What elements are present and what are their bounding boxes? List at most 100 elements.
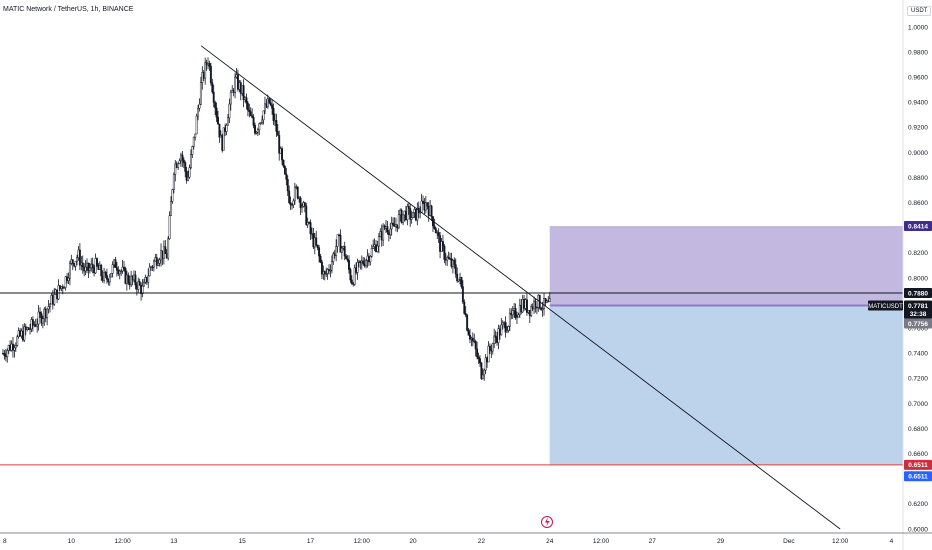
candle-body	[392, 222, 395, 225]
price-tag-target	[904, 221, 932, 232]
candle-body	[516, 316, 518, 319]
candle-body	[335, 246, 338, 256]
candle-body	[454, 264, 457, 275]
candle-body	[143, 281, 145, 287]
candle-body	[409, 208, 412, 220]
candle-body	[276, 131, 279, 136]
candle-body	[227, 117, 229, 126]
candle-body	[134, 274, 137, 286]
candle-body	[120, 270, 123, 273]
candle-body	[209, 65, 212, 84]
candle-body	[29, 328, 32, 330]
candle-body	[419, 212, 422, 214]
candle-body	[249, 111, 252, 117]
price-tick-label: 0.8800	[908, 175, 928, 182]
time-tick-label: 12:00	[832, 538, 849, 545]
candle-body	[78, 249, 81, 266]
candle-body	[76, 257, 78, 262]
candle-body	[13, 347, 16, 351]
candle-body	[336, 234, 339, 247]
candle-body	[296, 186, 299, 199]
candle-body	[530, 306, 533, 316]
candle-body	[525, 299, 528, 313]
candle-body	[422, 200, 424, 203]
price-tag-stop	[904, 459, 932, 470]
candle-body	[255, 132, 258, 134]
candle-body	[53, 294, 56, 305]
candle-body	[275, 120, 278, 132]
currency-button[interactable]: USDT	[907, 6, 932, 16]
candle-body	[191, 146, 194, 155]
candle-body	[251, 115, 254, 118]
symbol-title[interactable]: MATIC Network / TetherUS, 1h, BINANCE	[3, 6, 134, 13]
candle-body	[365, 260, 368, 267]
candle-body	[31, 319, 34, 326]
candle-body	[236, 74, 239, 90]
candle-body	[416, 207, 419, 221]
candle-body	[37, 311, 40, 325]
candle-body	[115, 267, 118, 271]
candle-body	[469, 334, 471, 340]
candle-body	[488, 345, 491, 351]
candle-body	[348, 260, 350, 270]
candle-body	[285, 173, 288, 180]
candle-body	[326, 269, 329, 274]
candle-body	[330, 261, 333, 271]
candle-body	[291, 204, 293, 206]
candle-body	[256, 129, 259, 133]
candle-body	[114, 259, 117, 268]
candle-body	[225, 125, 228, 132]
candle-body	[212, 91, 215, 103]
candle-body	[87, 262, 90, 271]
price-tag-label-grey: 0.7756	[908, 321, 928, 328]
candle-body	[479, 358, 481, 364]
candle-body	[148, 266, 151, 277]
candle-body	[487, 345, 490, 363]
candle-body	[121, 266, 124, 272]
candle-body	[362, 260, 365, 265]
candle-body	[289, 202, 292, 206]
lightning-icon-bolt	[545, 517, 550, 527]
candle-body	[288, 190, 291, 203]
candle-body	[49, 303, 51, 307]
price-tick-label: 0.8200	[908, 250, 928, 257]
candle-body	[157, 263, 160, 266]
candle-body	[36, 323, 39, 327]
candle-body	[141, 285, 144, 295]
time-tick-label: 22	[478, 538, 486, 545]
candle-body	[100, 264, 103, 277]
candle-body	[178, 160, 181, 164]
drawing-lines	[0, 45, 903, 530]
candle-body	[305, 205, 308, 226]
candle-body	[426, 202, 429, 207]
candle-body	[118, 270, 121, 275]
candle-body	[170, 201, 172, 216]
candle-body	[463, 301, 466, 314]
candle-body	[67, 277, 70, 281]
candle-body	[127, 274, 130, 283]
candle-body	[16, 336, 19, 346]
candle-body	[480, 362, 483, 379]
candle-body	[544, 298, 547, 303]
candle-body	[197, 108, 200, 117]
candle-body	[457, 278, 460, 282]
candle-body	[39, 311, 41, 315]
candle-body	[264, 103, 266, 112]
candle-body	[185, 171, 188, 181]
price-tick-label: 0.6200	[908, 501, 928, 508]
candle-body	[74, 260, 77, 267]
candle-body	[229, 91, 232, 105]
candle-body	[471, 337, 474, 342]
candle-body	[155, 257, 158, 266]
candle-body	[372, 246, 375, 249]
candle-body	[306, 222, 309, 226]
time-tick-label: 20	[409, 538, 417, 545]
price-tag-label-countdown: 32:38	[910, 311, 927, 318]
candle-body	[332, 253, 335, 262]
price-tick-label: 0.7000	[908, 401, 928, 408]
candle-body	[514, 308, 517, 319]
candle-body	[215, 107, 218, 118]
candle-body	[315, 237, 318, 246]
candle-body	[269, 102, 272, 106]
